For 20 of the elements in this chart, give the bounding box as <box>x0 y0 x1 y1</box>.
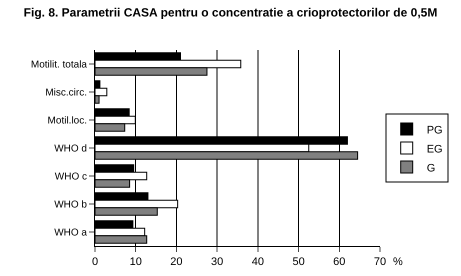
legend-label: G <box>426 162 436 174</box>
y-tick-label: Motil.loc. <box>48 116 87 126</box>
legend-label: PG <box>426 124 443 136</box>
y-tick-label: WHO a <box>54 228 88 238</box>
chart-title: Fig. 8. Parametrii CASA pentru o concentratie a crioprotectorilor de 0,5M <box>24 6 438 20</box>
x-tick-label: 70 <box>374 256 386 268</box>
x-tick-label: 50 <box>292 256 305 268</box>
y-tick-label: WHO d <box>54 144 87 154</box>
x-axis-title: % <box>393 256 403 268</box>
y-tick-label: Motilit. totala <box>30 60 88 70</box>
x-tick-label: 40 <box>252 256 264 268</box>
y-tick-label: Misc.circ. <box>45 88 87 98</box>
legend-label: EG <box>426 143 443 156</box>
x-tick-label: 30 <box>211 256 224 268</box>
x-tick-label: 20 <box>170 256 183 268</box>
x-tick-label: 0 <box>92 256 98 268</box>
x-tick-label: 10 <box>130 256 142 268</box>
x-tick-label: 60 <box>333 256 346 268</box>
y-tick-label: WHO c <box>54 172 87 182</box>
y-tick-label: WHO b <box>54 200 88 210</box>
